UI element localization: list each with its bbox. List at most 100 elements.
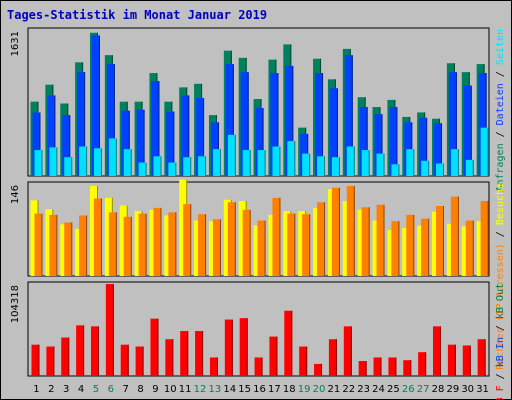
- x-tick-label-day-20: 20: [313, 384, 326, 395]
- bar-files-day-21: [329, 88, 338, 176]
- bar-sites-day-13: [212, 219, 221, 276]
- x-tick-label-day-7: 7: [122, 384, 128, 395]
- bar-files-day-7: [121, 110, 130, 176]
- bar-pages-day-31: [480, 127, 489, 176]
- bar-sites-day-1: [34, 213, 43, 276]
- x-tick-label-day-18: 18: [283, 384, 296, 395]
- bar-pages-day-20: [317, 156, 326, 176]
- bar-kbytes-day-30: [462, 345, 471, 376]
- bar-sites-day-7: [123, 216, 132, 276]
- bar-kbytes-day-29: [447, 344, 456, 376]
- bar-files-day-2: [47, 95, 56, 176]
- bar-sites-day-27: [421, 218, 430, 276]
- bar-pages-day-11: [183, 157, 192, 176]
- bar-sites-day-31: [480, 201, 489, 276]
- x-tick-label-day-8: 8: [137, 384, 143, 395]
- bar-sites-day-28: [436, 206, 445, 276]
- bar-kbytes-day-28: [433, 326, 442, 376]
- bar-pages-day-29: [450, 149, 459, 176]
- series-label-part: /: [495, 319, 506, 337]
- bar-pages-day-21: [331, 157, 340, 176]
- x-tick-label-day-11: 11: [179, 384, 192, 395]
- bar-pages-day-23: [361, 150, 370, 176]
- bar-files-day-25: [389, 107, 398, 176]
- series-label-part: /: [495, 367, 506, 385]
- series-label-part: Rechner (IP-Adressen): [495, 243, 506, 369]
- bar-sites-day-19: [302, 214, 311, 276]
- bar-kbytes-day-23: [358, 361, 367, 376]
- bar-kbytes-day-4: [76, 325, 85, 376]
- requests-ymax-label: 1631: [10, 31, 21, 56]
- bar-pages-day-12: [198, 156, 207, 176]
- bar-pages-day-30: [465, 159, 474, 176]
- bar-files-day-30: [463, 85, 472, 176]
- x-tick-label-day-19: 19: [298, 384, 311, 395]
- bar-pages-day-17: [272, 146, 281, 176]
- x-tick-label-day-28: 28: [432, 384, 445, 395]
- bar-files-day-12: [196, 98, 205, 176]
- bar-kbytes-day-22: [343, 326, 352, 376]
- bar-pages-day-22: [346, 146, 355, 176]
- series-label-part: Seiten: [495, 29, 506, 65]
- bar-files-day-20: [315, 73, 324, 176]
- bar-sites-day-21: [331, 187, 340, 276]
- bar-files-day-5: [91, 35, 100, 177]
- bar-kbytes-day-9: [150, 318, 159, 376]
- series-label-part: kB F: [495, 385, 506, 400]
- bar-pages-day-14: [227, 134, 236, 176]
- series-label-part: Dateien: [495, 83, 506, 125]
- bar-pages-day-16: [257, 150, 266, 176]
- bar-pages-day-3: [64, 157, 73, 176]
- x-tick-label-day-15: 15: [238, 384, 251, 395]
- bar-sites-day-14: [227, 202, 236, 276]
- bar-kbytes-day-18: [284, 310, 293, 376]
- x-tick-label-day-22: 22: [342, 384, 355, 395]
- series-label-part: /: [495, 65, 506, 83]
- bar-sites-day-2: [49, 214, 58, 276]
- x-tick-label-day-27: 27: [417, 384, 430, 395]
- bar-files-day-22: [344, 55, 353, 176]
- bar-files-day-1: [32, 112, 41, 176]
- bar-pages-day-7: [123, 149, 132, 176]
- requests-series-label: Anfragen / Dateien / Seiten: [495, 29, 506, 192]
- x-tick-label-day-25: 25: [387, 384, 400, 395]
- bar-files-day-17: [270, 73, 279, 176]
- x-tick-label-day-10: 10: [164, 384, 177, 395]
- bar-files-day-18: [285, 65, 294, 176]
- visits-series-label: Rechner (IP-Adressen) / Besuche: [495, 183, 506, 370]
- visits-ymax-label: 146: [10, 185, 21, 204]
- x-tick-label-day-1: 1: [33, 384, 39, 395]
- series-label-part: Besuche: [495, 183, 506, 225]
- bar-pages-day-25: [391, 164, 400, 176]
- bar-sites-day-16: [257, 220, 266, 276]
- x-tick-label-day-14: 14: [223, 384, 236, 395]
- bar-pages-day-8: [138, 162, 147, 176]
- x-tick-label-day-29: 29: [446, 384, 459, 395]
- x-tick-label-day-2: 2: [48, 384, 54, 395]
- bar-kbytes-day-12: [195, 331, 204, 376]
- bar-sites-day-22: [346, 185, 355, 276]
- kbytes-ymax-label: 104318: [10, 285, 21, 323]
- bar-sites-day-11: [183, 204, 192, 276]
- series-label-part: kB In: [495, 337, 506, 367]
- series-label-part: /: [495, 225, 506, 243]
- bar-pages-day-24: [376, 153, 385, 176]
- bar-sites-day-10: [168, 212, 177, 276]
- bar-files-day-11: [181, 95, 190, 176]
- bar-kbytes-day-2: [46, 346, 55, 376]
- bar-sites-day-24: [376, 204, 385, 276]
- x-tick-label-day-13: 13: [209, 384, 222, 395]
- bar-sites-day-23: [361, 207, 370, 276]
- bar-pages-day-9: [153, 156, 162, 176]
- bar-sites-day-12: [198, 214, 207, 276]
- x-tick-label-day-6: 6: [108, 384, 114, 395]
- bar-pages-day-13: [212, 149, 221, 176]
- bar-kbytes-day-17: [269, 336, 278, 376]
- bar-kbytes-day-25: [388, 357, 397, 376]
- bar-kbytes-day-13: [209, 357, 218, 376]
- bar-files-day-8: [136, 109, 145, 176]
- bar-kbytes-day-10: [165, 339, 174, 376]
- x-tick-label-day-3: 3: [63, 384, 69, 395]
- bar-pages-day-15: [242, 150, 251, 176]
- x-tick-label-day-4: 4: [78, 384, 84, 395]
